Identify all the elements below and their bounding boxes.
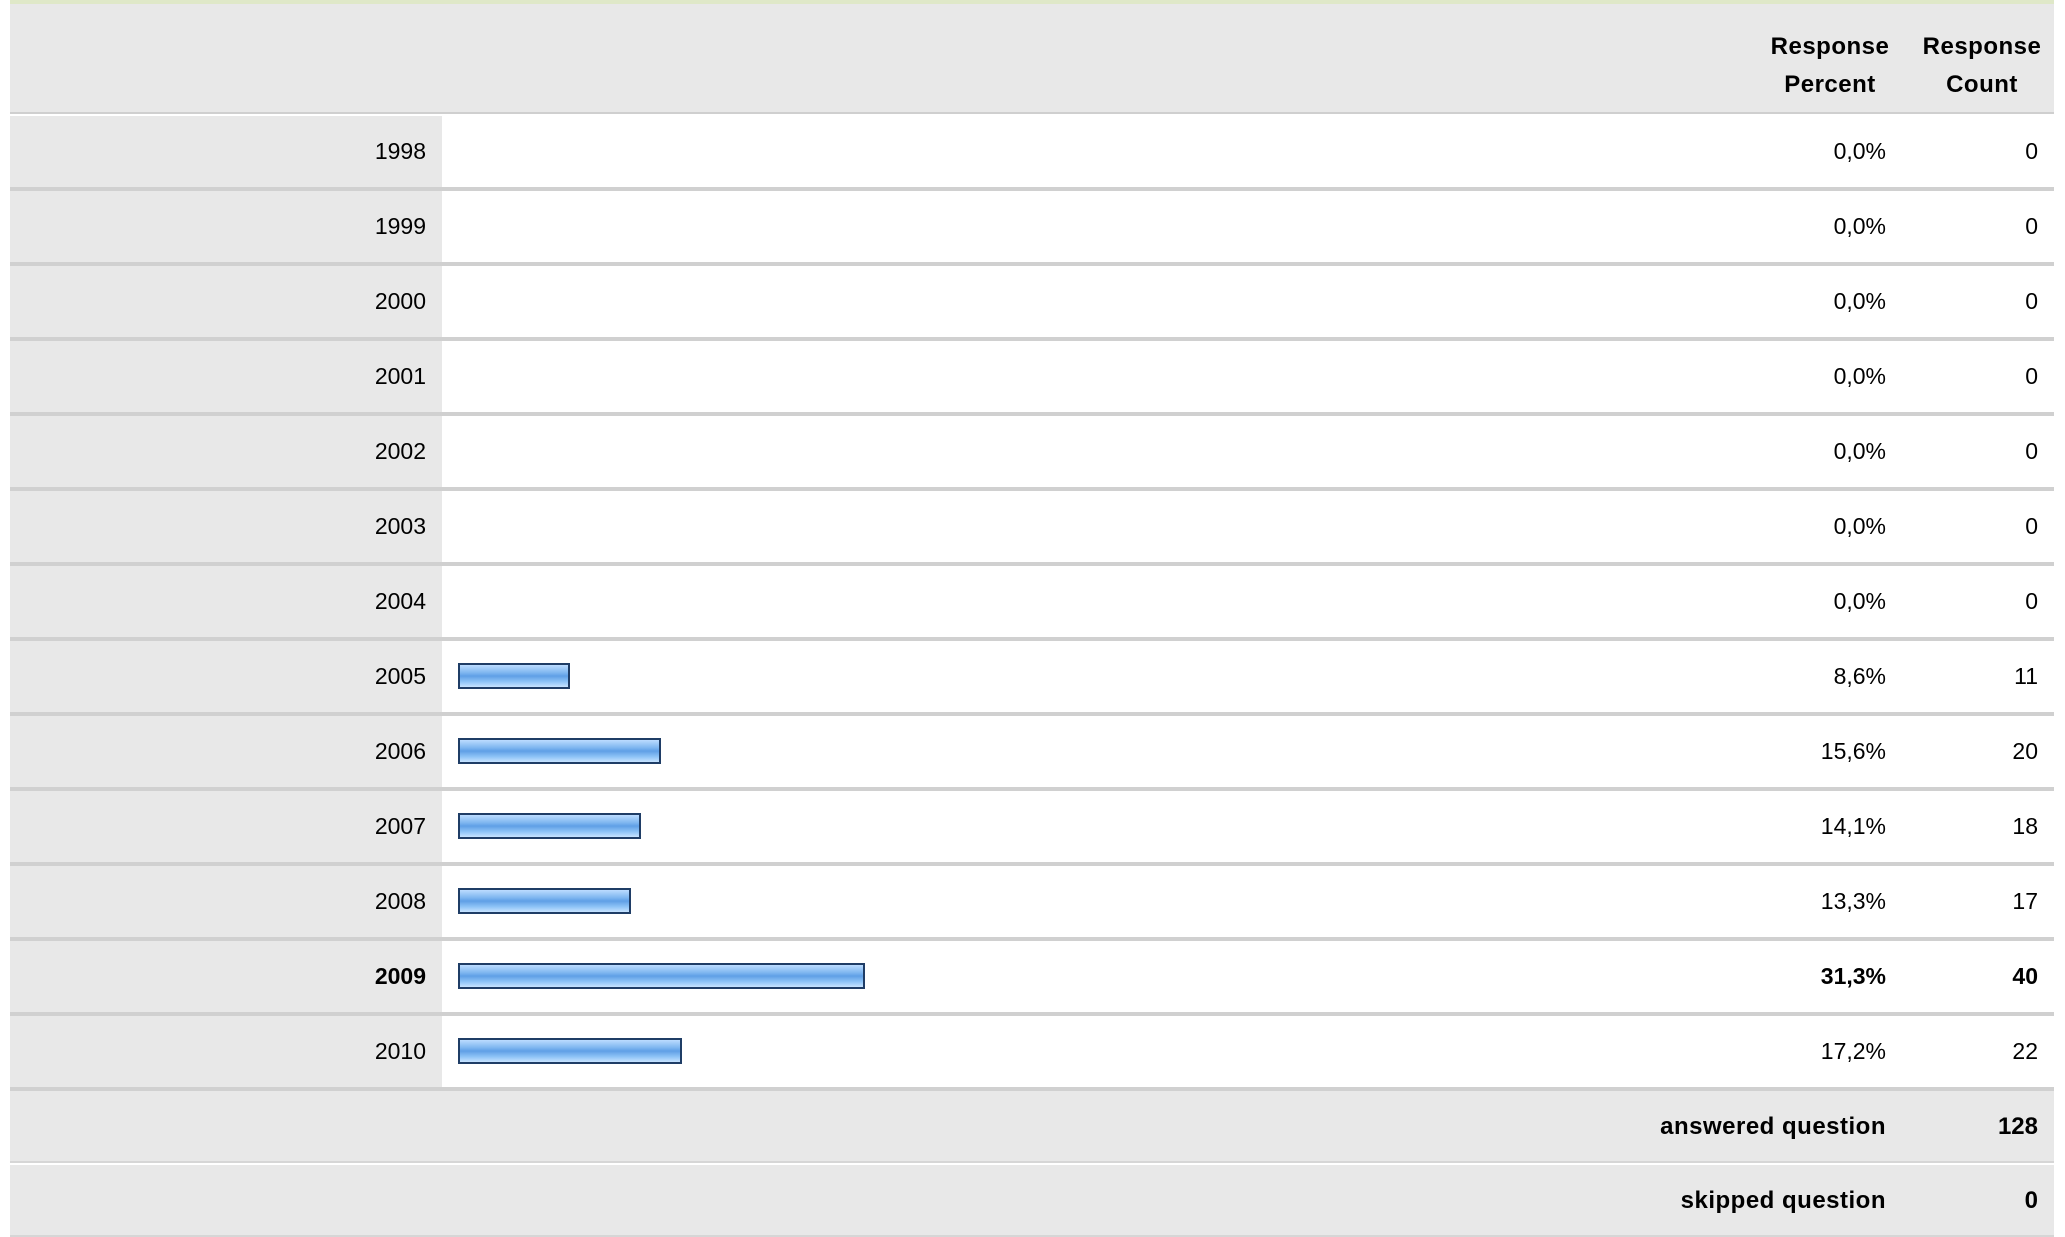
bar-cell: [442, 191, 1742, 262]
response-percent-value: 0,0%: [1833, 138, 1886, 164]
response-count-value: 0: [2025, 138, 2038, 164]
table-row: 1998 0,0% 0: [10, 116, 2054, 191]
response-percent-value: 14,1%: [1820, 813, 1886, 839]
table-row: 2008 13,3% 17: [10, 866, 2054, 941]
answered-question-label: answered question: [1660, 1113, 1886, 1140]
year-label: 2005: [10, 641, 442, 712]
response-percent-value: 0,0%: [1833, 588, 1886, 614]
table-header: Response Percent Response Count: [10, 4, 2054, 114]
response-count-header-text: Response Count: [1922, 33, 2042, 98]
bar-cell: [442, 416, 1742, 487]
bar-cell: [442, 341, 1742, 412]
table-row: 2004 0,0% 0: [10, 566, 2054, 641]
table-row: 2003 0,0% 0: [10, 491, 2054, 566]
response-bar: [458, 663, 570, 689]
bar-cell: [442, 941, 1742, 1012]
bar-cell: [442, 266, 1742, 337]
response-percent-value: 31,3%: [1820, 963, 1886, 989]
table-row: 2001 0,0% 0: [10, 341, 2054, 416]
response-count-value: 11: [2014, 663, 2038, 689]
year-label: 2000: [10, 266, 442, 337]
response-count-header: Response Count: [1910, 28, 2054, 104]
year-label: 2001: [10, 341, 442, 412]
table-row: 2006 15,6% 20: [10, 716, 2054, 791]
skipped-question-row: skipped question 0: [10, 1165, 2054, 1237]
bar-cell: [442, 641, 1742, 712]
year-label: 2009: [10, 941, 442, 1012]
skipped-question-value: 0: [2024, 1187, 2038, 1214]
year-label: 2002: [10, 416, 442, 487]
response-count-value: 0: [2025, 438, 2038, 464]
year-label: 2007: [10, 791, 442, 862]
response-percent-header: Response Percent: [1750, 28, 1910, 104]
response-bar: [458, 888, 631, 914]
response-percent-value: 0,0%: [1833, 363, 1886, 389]
table-row: 2009 31,3% 40: [10, 941, 2054, 1016]
response-bar: [458, 738, 661, 764]
bar-cell: [442, 716, 1742, 787]
response-count-value: 0: [2025, 288, 2038, 314]
response-count-value: 40: [2012, 963, 2038, 989]
bar-cell: [442, 791, 1742, 862]
response-count-value: 0: [2025, 363, 2038, 389]
response-count-value: 0: [2025, 213, 2038, 239]
year-label: 2008: [10, 866, 442, 937]
table-row: 2010 17,2% 22: [10, 1016, 2054, 1091]
response-bar: [458, 1038, 682, 1064]
response-percent-value: 0,0%: [1833, 438, 1886, 464]
year-label: 2006: [10, 716, 442, 787]
response-bar: [458, 963, 865, 989]
response-percent-value: 17,2%: [1820, 1038, 1886, 1064]
year-label: 2010: [10, 1016, 442, 1087]
response-percent-value: 0,0%: [1833, 513, 1886, 539]
response-percent-value: 0,0%: [1833, 213, 1886, 239]
response-percent-value: 8,6%: [1833, 663, 1886, 689]
response-count-value: 22: [2012, 1038, 2038, 1064]
response-count-value: 0: [2025, 513, 2038, 539]
skipped-question-label: skipped question: [1680, 1187, 1886, 1214]
year-label: 2003: [10, 491, 442, 562]
survey-results-table: Response Percent Response Count 1998 0,0% 0 1…: [10, 0, 2054, 1237]
table-row: 2002 0,0% 0: [10, 416, 2054, 491]
table-row: 2000 0,0% 0: [10, 266, 2054, 341]
response-count-value: 18: [2012, 813, 2038, 839]
bar-cell: [442, 566, 1742, 637]
year-label: 2004: [10, 566, 442, 637]
bar-cell: [442, 491, 1742, 562]
response-percent-value: 0,0%: [1833, 288, 1886, 314]
bar-cell: [442, 116, 1742, 187]
response-percent-value: 13,3%: [1820, 888, 1886, 914]
table-row: 2007 14,1% 18: [10, 791, 2054, 866]
response-bar: [458, 813, 641, 839]
bar-cell: [442, 866, 1742, 937]
table-row: 2005 8,6% 11: [10, 641, 2054, 716]
response-percent-value: 15,6%: [1820, 738, 1886, 764]
year-label: 1999: [10, 191, 442, 262]
year-label: 1998: [10, 116, 442, 187]
response-count-value: 17: [2012, 888, 2038, 914]
response-percent-header-text: Response Percent: [1770, 33, 1890, 98]
response-count-value: 20: [2012, 738, 2038, 764]
response-count-value: 0: [2025, 588, 2038, 614]
answered-question-value: 128: [1997, 1113, 2038, 1140]
answered-question-row: answered question 128: [10, 1091, 2054, 1163]
bar-cell: [442, 1016, 1742, 1087]
table-row: 1999 0,0% 0: [10, 191, 2054, 266]
